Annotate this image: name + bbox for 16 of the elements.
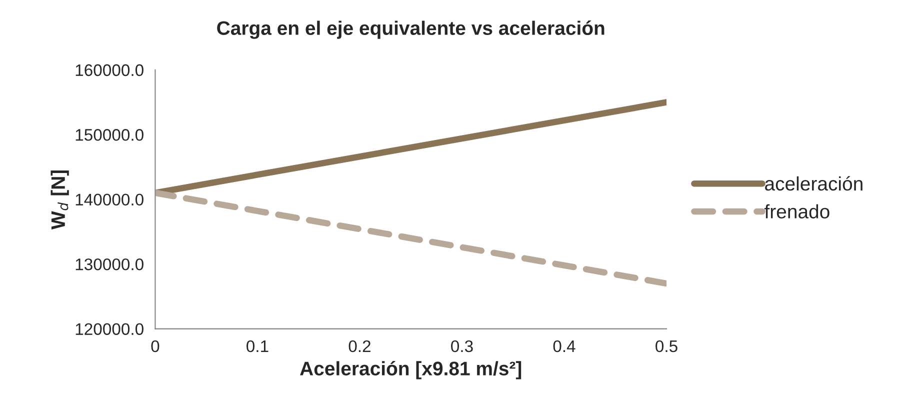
legend-label: frenado [764, 204, 830, 218]
y-tick-label: 140000.0 [76, 194, 144, 206]
y-tick-label: 160000.0 [76, 64, 144, 76]
legend-label: aceleración [765, 176, 862, 191]
y-tick-label: 150000.0 [76, 129, 144, 141]
y-axis-title: W$_{d}$ [N] [50, 170, 69, 230]
x-axis-title: Aceleración [x9.81 m/s²] [300, 361, 522, 380]
x-tick-label: 0.1 [246, 340, 268, 352]
x-tick-label: 0.2 [348, 340, 370, 352]
x-tick-label: 0.4 [553, 340, 576, 352]
chart-title: Carga en el eje equivalente vs aceleración [217, 20, 604, 39]
y-tick-label: 120000.0 [76, 323, 144, 336]
x-tick-label: 0 [151, 340, 160, 352]
x-tick-label: 0.5 [656, 340, 678, 352]
y-tick-label: 130000.0 [76, 258, 144, 270]
x-tick-label: 0.3 [451, 340, 473, 352]
